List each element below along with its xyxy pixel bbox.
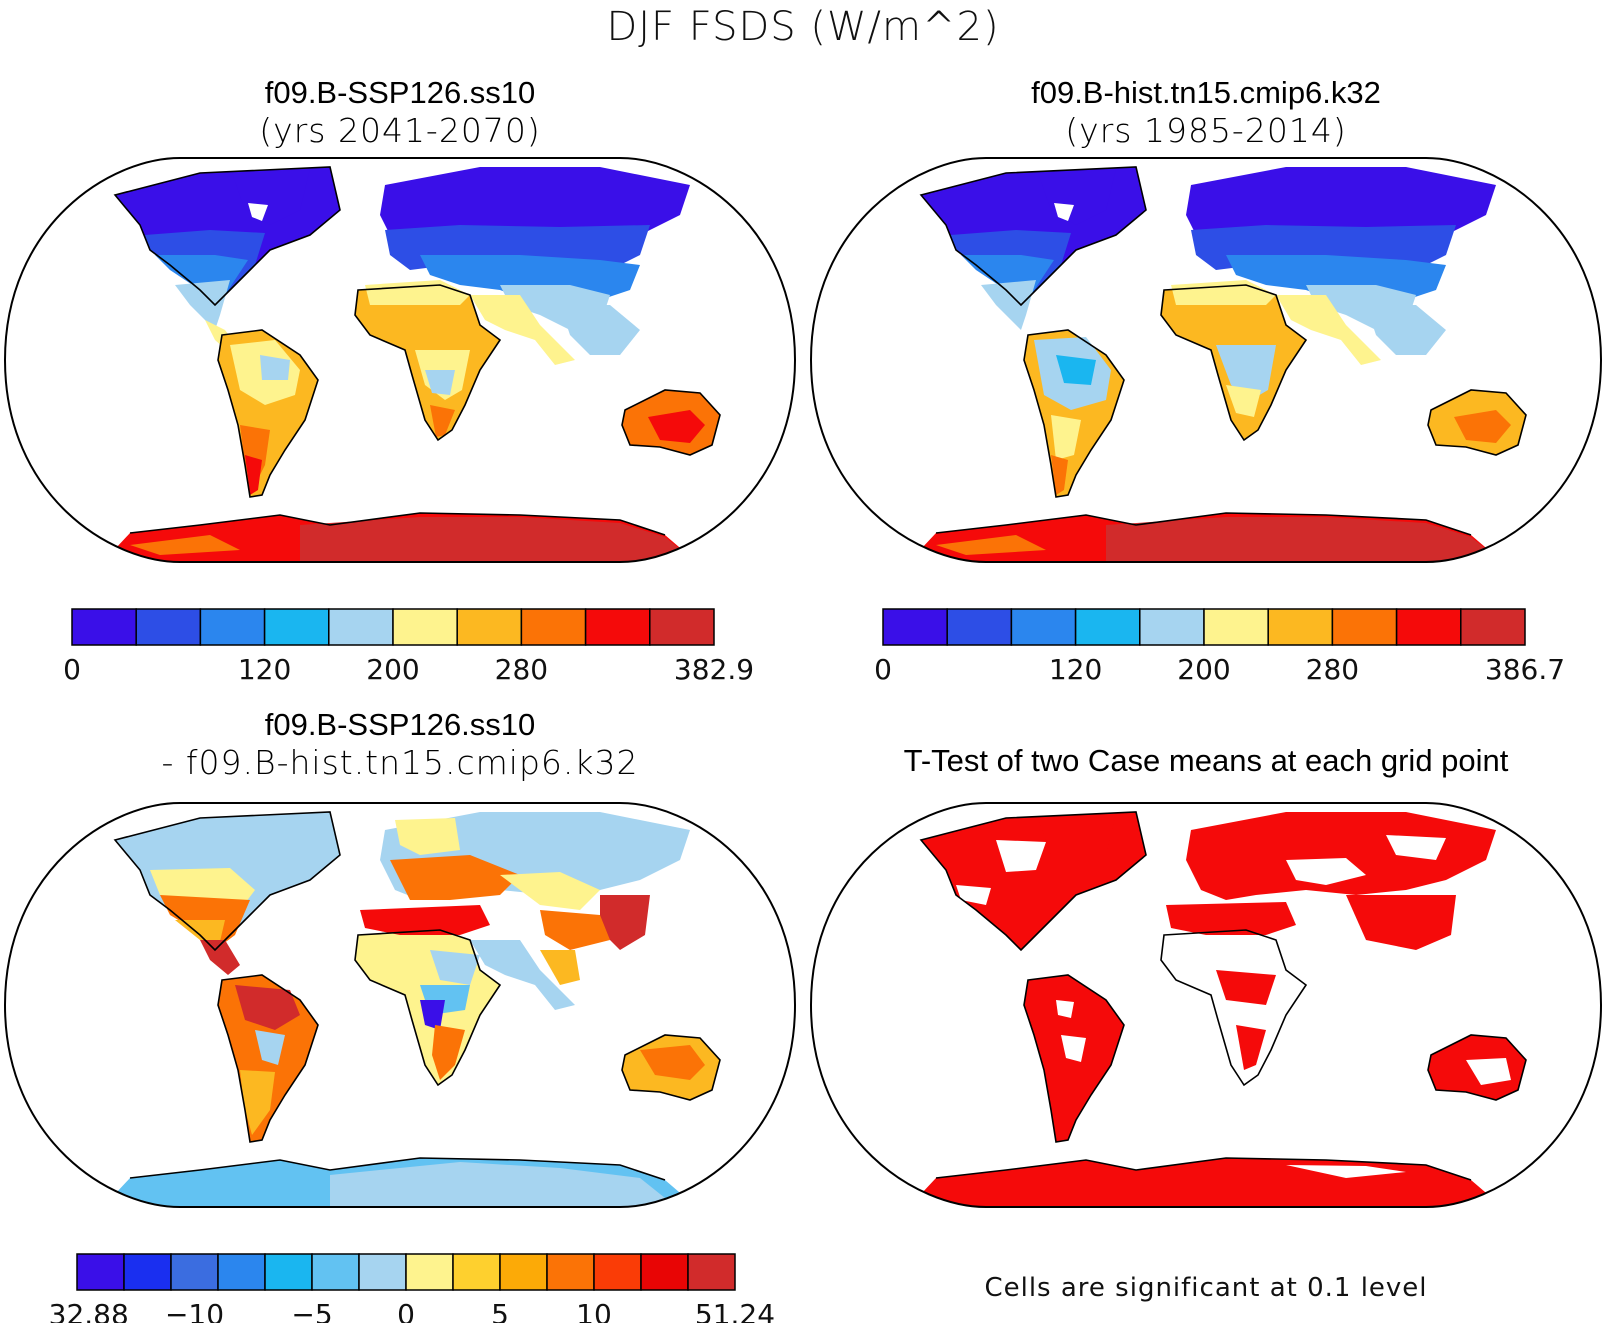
panel-1-map <box>3 157 797 563</box>
figure-title: DJF FSDS (W/m^2) <box>606 4 1000 50</box>
colorbar-tick-label: 120 <box>238 653 291 682</box>
colorbar-box <box>520 608 587 646</box>
panel-4-note: Cells are significant at 0.1 level <box>984 1273 1428 1303</box>
colorbar-box <box>311 1253 360 1291</box>
colorbar-box <box>640 1253 689 1291</box>
colorbar-tick-label: −32.88 <box>50 1298 129 1323</box>
colorbar-box <box>593 1253 642 1291</box>
colorbar-box <box>76 1253 125 1291</box>
panel-4-title: T-Test of two Case means at each grid po… <box>903 743 1509 778</box>
panel-3-coastlines <box>113 811 721 1181</box>
colorbar-tick-label: 5 <box>491 1298 509 1323</box>
colorbar-tick-label: 200 <box>366 653 419 682</box>
panel-3-map-border <box>3 802 797 1208</box>
colorbar-tick-label: 120 <box>1049 653 1102 682</box>
colorbar-box <box>649 608 715 646</box>
colorbar-tick-label: 280 <box>1306 653 1359 682</box>
panel-2-map <box>809 157 1603 563</box>
colorbar-box <box>452 1253 501 1291</box>
panel-3-title-block: f09.B-SSP126.ss10 - f09.B-hist.tn15.cmip… <box>0 706 800 782</box>
colorbar-tick-label: −10 <box>165 1298 224 1323</box>
panel-3-title: f09.B-SSP126.ss10 <box>264 707 536 742</box>
panel-2-title: f09.B-hist.tn15.cmip6.k32 <box>1031 75 1381 110</box>
colorbar-box <box>1203 608 1269 646</box>
colorbar-box <box>358 1253 407 1291</box>
colorbar-box <box>263 608 330 646</box>
colorbar-box <box>1074 608 1141 646</box>
colorbar-tick-label: 200 <box>1177 653 1230 682</box>
panel-4-title-block: T-Test of two Case means at each grid po… <box>806 742 1606 780</box>
colorbar-box <box>946 608 1013 646</box>
colorbar-tick-label: 51.24 <box>695 1298 775 1323</box>
panel-4-map-border <box>809 802 1603 1208</box>
colorbar-box <box>199 608 266 646</box>
panel-3-subtitle: - f09.B-hist.tn15.cmip6.k32 <box>161 743 639 782</box>
colorbar-box <box>1331 608 1398 646</box>
colorbar-box <box>584 608 651 646</box>
colorbar-box <box>1139 608 1205 646</box>
colorbar-tick-label: 0 <box>63 653 81 682</box>
colorbar-box <box>499 1253 548 1291</box>
colorbar-box <box>217 1253 266 1291</box>
colorbar-box <box>71 608 137 646</box>
colorbar-box <box>1395 608 1462 646</box>
panel-4-coastlines <box>919 811 1527 1181</box>
panel-3-colorbar: −32.88 −10 −5 0 5 10 51.24 <box>50 1253 775 1323</box>
colorbar-tick-label: 10 <box>576 1298 612 1323</box>
panel-2-map-border <box>809 157 1603 563</box>
panel-1-subtitle: (yrs 2041-2070) <box>259 111 541 150</box>
panel-3-land <box>100 812 720 1207</box>
colorbar-box <box>456 608 523 646</box>
colorbar-box <box>546 1253 595 1291</box>
colorbar-box <box>264 1253 313 1291</box>
colorbar-tick-label: 382.9 <box>674 653 754 682</box>
panel-3-map <box>3 802 797 1208</box>
colorbar-box <box>882 608 948 646</box>
colorbar-box <box>392 608 458 646</box>
colorbar-tick-label: −5 <box>291 1298 332 1323</box>
colorbar-tick-label: 386.7 <box>1485 653 1565 682</box>
panel-1-map-border <box>3 157 797 563</box>
colorbar-box <box>405 1253 454 1291</box>
colorbar-box <box>170 1253 219 1291</box>
colorbar-tick-label: 280 <box>495 653 548 682</box>
colorbar-tick-label: 0 <box>397 1298 415 1323</box>
panel-4-significance <box>906 812 1526 1207</box>
colorbar-box <box>1010 608 1077 646</box>
panel-2-land <box>906 167 1526 562</box>
colorbar-box <box>1460 608 1526 646</box>
colorbar-box <box>687 1253 736 1291</box>
panel-2-coastlines <box>919 166 1527 536</box>
panel-2-subtitle: (yrs 1985-2014) <box>1065 111 1347 150</box>
panel-1-colorbar: 0 120 200 280 382.9 <box>63 608 754 682</box>
panel-2-colorbar: 0 120 200 280 386.7 <box>874 608 1565 682</box>
panel-1-title: f09.B-SSP126.ss10 <box>264 75 536 110</box>
panel-4-map <box>809 802 1603 1208</box>
colorbar-box <box>328 608 394 646</box>
colorbar-box <box>123 1253 172 1291</box>
colorbar-box <box>135 608 202 646</box>
panel-1-land <box>100 167 720 562</box>
colorbar-tick-label: 0 <box>874 653 892 682</box>
colorbar-box <box>1267 608 1334 646</box>
panel-2-title-block: f09.B-hist.tn15.cmip6.k32 (yrs 1985-2014… <box>806 74 1606 150</box>
panel-1-title-block: f09.B-SSP126.ss10 (yrs 2041-2070) <box>0 74 800 150</box>
panel-1-coastlines <box>113 166 721 536</box>
